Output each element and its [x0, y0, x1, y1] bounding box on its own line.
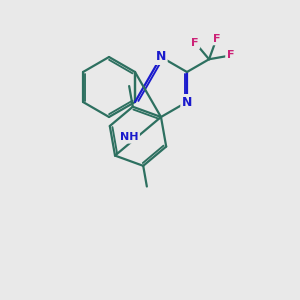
Text: N: N [182, 95, 192, 109]
Text: N: N [156, 50, 166, 64]
Text: NH: NH [120, 132, 139, 142]
Text: F: F [213, 34, 220, 44]
Text: F: F [226, 50, 234, 61]
Text: F: F [191, 38, 199, 48]
